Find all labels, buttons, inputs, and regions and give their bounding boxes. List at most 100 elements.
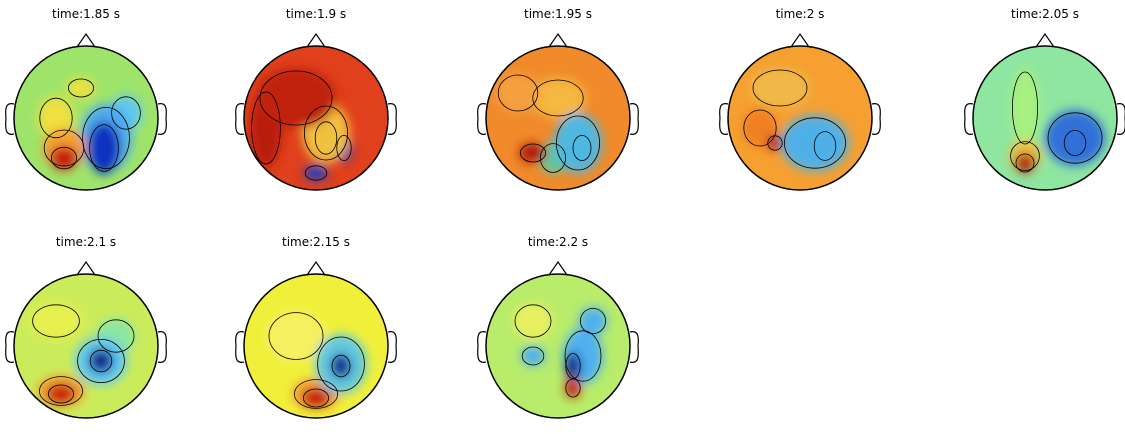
map-blob [513,303,553,339]
map-blob [519,143,547,163]
map [244,274,388,418]
contour [303,105,348,161]
map-blob [579,307,607,335]
map-blob [304,165,328,181]
ear [387,103,397,135]
ear [477,331,487,363]
map-blob [554,113,602,173]
map-blob [50,146,78,170]
map-blobs [38,78,142,174]
contour [259,70,333,126]
contour [556,115,601,171]
ear [1116,103,1125,135]
map-blob [750,68,810,108]
map-blob [530,78,586,118]
contour [68,78,95,98]
contour [1012,71,1039,145]
map [14,274,158,418]
panel-title: time:2.05 s [1011,7,1079,21]
topoplot: time:2.15 s [235,235,397,419]
contour [521,346,545,366]
panel-title: time:2.15 s [282,235,350,249]
map-blob [767,135,783,151]
contour [251,91,281,165]
map [244,46,388,190]
nose [1035,32,1055,48]
head-outline [485,45,631,191]
contour [89,124,119,172]
contour [89,349,113,373]
topoplot: time:2.05 s [964,7,1125,191]
contour [1015,153,1035,173]
nose [306,260,326,276]
map-blob [88,122,120,174]
map [973,46,1117,190]
ear [719,103,729,135]
ear [157,331,167,363]
contour [293,379,338,409]
ear [964,103,974,135]
map-blob [30,303,82,339]
map-blob [565,352,581,380]
head-outline [972,45,1118,191]
contour [77,338,125,383]
contour [564,330,602,382]
map-blob [331,354,351,378]
contour [580,307,607,334]
contour [497,74,539,112]
map-blob [1011,68,1039,148]
ear [235,331,245,363]
contour [1063,129,1087,156]
topoplot: time:1.9 s [235,7,397,191]
contour [532,79,584,117]
ear [871,103,881,135]
contour [813,131,837,161]
contour [520,143,547,163]
head-outline [13,45,159,191]
ear [235,103,245,135]
contour [336,134,352,161]
map-blob [1015,153,1035,173]
topoplot: time:2 s [719,7,881,191]
nose [76,260,96,276]
contour [317,336,365,392]
contour [1047,112,1103,164]
ear [5,103,15,135]
contour [51,146,78,170]
contour [268,312,324,360]
map-blob [89,349,113,373]
contour [32,304,80,338]
map-blob [47,384,75,404]
contour [540,143,567,173]
map-blob [521,346,545,366]
map [486,274,630,418]
map-blob [565,378,581,398]
contour [743,109,777,147]
map-blob [256,68,336,128]
nose [790,32,810,48]
map [486,46,630,190]
nose [548,260,568,276]
map-blobs [742,68,849,171]
topoplot: time:2.1 s [5,235,167,419]
nose [76,32,96,48]
head-outline [243,45,389,191]
map-blob [496,73,540,113]
contour [97,319,135,353]
ear [387,331,397,363]
topoplot: time:2.2 s [477,235,639,419]
contour [302,388,329,408]
contour [314,121,338,155]
nose [548,32,568,48]
map-blob [781,115,849,171]
contour [1010,141,1040,171]
head-outline [243,273,389,419]
map-blob [1045,110,1105,166]
contour [111,96,141,130]
ear [477,103,487,135]
contour [514,304,552,338]
head-outline [727,45,873,191]
panel-title: time:2 s [776,7,825,21]
contour [82,107,130,170]
